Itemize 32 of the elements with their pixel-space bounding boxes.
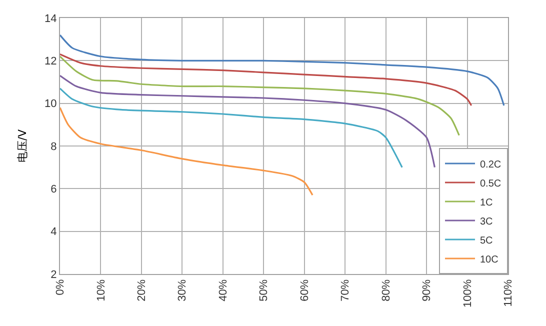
- x-tick-label: 70%: [340, 279, 352, 302]
- y-tick-label: 12: [44, 56, 57, 68]
- y-tick-label: 2: [50, 268, 57, 281]
- x-tick-label: 80%: [380, 279, 392, 302]
- x-tick-label: 110%: [502, 279, 515, 307]
- x-tick-label: 20%: [136, 279, 148, 302]
- legend-label: 10C: [480, 254, 498, 266]
- y-tick-label: 14: [44, 12, 57, 25]
- x-tick-label: 60%: [298, 279, 311, 302]
- y-tick-label: 8: [50, 140, 57, 153]
- x-tick-label: 40%: [217, 279, 230, 302]
- y-axis-title: 电压/V: [16, 128, 30, 163]
- x-tick-label: 10%: [95, 279, 108, 302]
- legend-label: 5C: [480, 235, 493, 246]
- y-tick-label: 6: [50, 184, 57, 196]
- line-series: [60, 53, 472, 106]
- legend-label: 1C: [480, 197, 493, 208]
- x-tick-label: 0%: [54, 279, 67, 296]
- line-series: [60, 56, 460, 136]
- line-series: [60, 74, 436, 168]
- line-series: [60, 106, 314, 196]
- legend-label: 0.5C: [480, 178, 502, 190]
- line-series: [60, 88, 403, 168]
- x-tick-label: 50%: [258, 279, 270, 302]
- y-tick-label: 4: [50, 226, 57, 238]
- line-series: [60, 34, 505, 106]
- x-tick-label: 100%: [462, 279, 474, 308]
- x-tick-label: 90%: [421, 279, 434, 302]
- x-tick-label: 30%: [176, 279, 189, 302]
- legend-label: 0.2C: [480, 159, 502, 170]
- y-tick-label: 10: [44, 98, 57, 110]
- legend-label: 3C: [480, 216, 493, 228]
